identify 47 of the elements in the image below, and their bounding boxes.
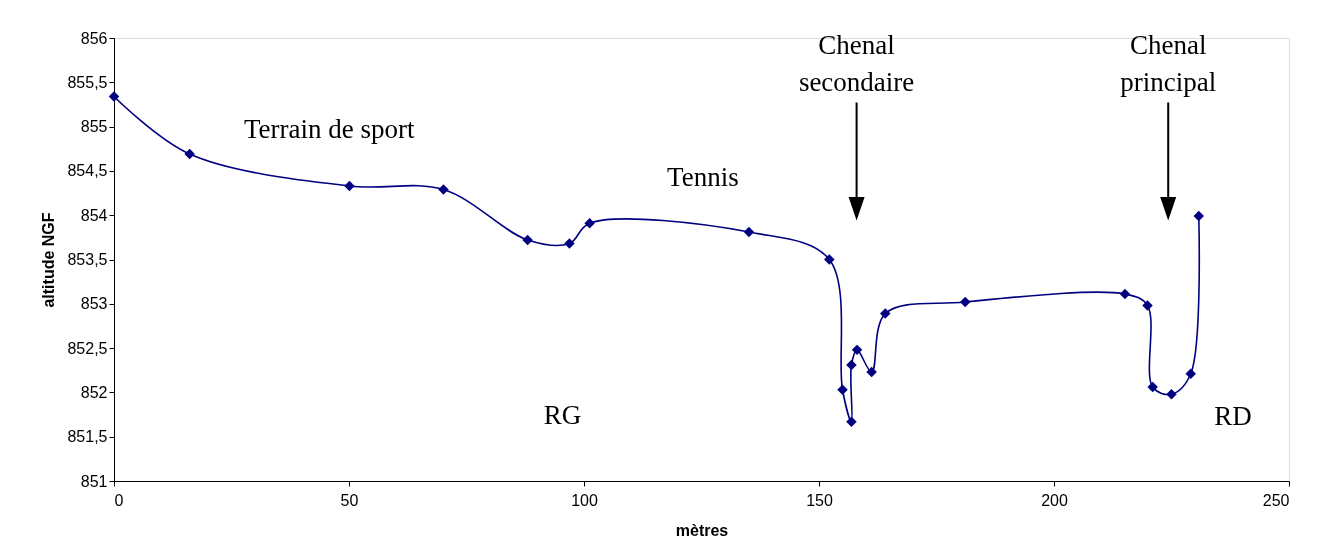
point bbox=[837, 384, 848, 395]
point bbox=[866, 366, 877, 378]
y-tick-label: 854,5 bbox=[67, 162, 108, 180]
point bbox=[959, 296, 971, 308]
x-tick-label: 50 bbox=[340, 491, 359, 509]
y-tick-label: 851 bbox=[80, 472, 108, 490]
point bbox=[184, 148, 195, 160]
point bbox=[1166, 388, 1177, 400]
x-tick-label: 150 bbox=[806, 491, 833, 509]
x-tick-label: 200 bbox=[1041, 491, 1068, 509]
y-tick-label: 855,5 bbox=[67, 73, 108, 91]
y-tick-label: 856 bbox=[80, 29, 108, 47]
annotation: RD bbox=[1214, 401, 1252, 432]
point bbox=[1147, 381, 1158, 393]
point bbox=[880, 308, 891, 319]
y-tick-label: 854 bbox=[80, 206, 108, 224]
y-tick-label: 851,5 bbox=[67, 428, 108, 446]
annotation: RG bbox=[543, 400, 582, 431]
annotation: Tennis bbox=[667, 161, 739, 192]
y-tick-label: 852 bbox=[80, 383, 108, 401]
y-axis-title: altitude NGF bbox=[40, 212, 58, 308]
x-tick-label: 100 bbox=[571, 491, 598, 509]
point bbox=[1119, 288, 1131, 300]
annotation: Chenal principal bbox=[1120, 29, 1217, 97]
point bbox=[846, 416, 857, 427]
point bbox=[846, 359, 857, 371]
point bbox=[438, 184, 449, 195]
x-tick-label: 0 bbox=[114, 491, 124, 509]
point bbox=[743, 226, 755, 238]
point bbox=[564, 238, 575, 249]
point bbox=[344, 180, 355, 192]
point bbox=[1185, 368, 1197, 380]
point bbox=[584, 217, 595, 229]
point bbox=[824, 254, 835, 265]
x-tick-label: 250 bbox=[1262, 491, 1290, 509]
y-tick-label: 855 bbox=[80, 118, 108, 136]
point bbox=[1142, 300, 1153, 311]
y-tick-label: 853,5 bbox=[67, 251, 108, 268]
point bbox=[108, 91, 120, 102]
x-axis-title: mètres bbox=[675, 521, 729, 539]
annotation: Chenal secondaire bbox=[798, 29, 915, 97]
point bbox=[1193, 210, 1204, 222]
point bbox=[522, 234, 533, 246]
point bbox=[851, 344, 863, 356]
annotation: Terrain de sport bbox=[243, 114, 416, 145]
y-tick-label: 853 bbox=[80, 295, 108, 313]
y-tick-label: 852,5 bbox=[67, 339, 108, 357]
